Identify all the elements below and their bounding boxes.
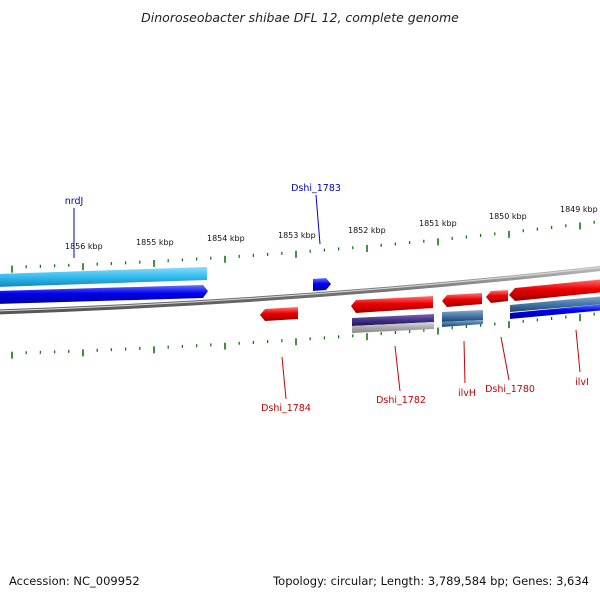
cds-feature-grey[interactable] xyxy=(352,322,434,333)
gene-label-ilvH[interactable]: ilvH xyxy=(458,388,476,399)
gene-arrow-Dshi_1782[interactable] xyxy=(351,296,433,313)
gene-label-Dshi_1783[interactable]: Dshi_1783 xyxy=(291,183,341,194)
gene-arrow-nrdJ[interactable] xyxy=(0,285,208,304)
accession-text: Accession: NC_009952 xyxy=(9,574,140,588)
scale-label: 1849 kbp xyxy=(560,205,598,214)
gene-label-ilvI[interactable]: ilvI xyxy=(575,377,589,388)
outer-scale-ruler xyxy=(11,220,595,273)
scale-label: 1853 kbp xyxy=(278,231,316,240)
label-connector-Dshi_1782 xyxy=(394,345,401,392)
scale-label: 1856 kbp xyxy=(65,242,103,251)
gene-arrow-ilvH[interactable] xyxy=(442,293,482,307)
gene-label-nrdJ[interactable]: nrdJ xyxy=(65,196,84,207)
cds-feature-steel[interactable] xyxy=(442,310,483,322)
cds-feature-steel-thin[interactable] xyxy=(442,320,483,327)
label-connector-Dshi_1780 xyxy=(500,336,510,381)
inner-scale-ruler xyxy=(11,312,595,359)
cds-feature-steel-right[interactable] xyxy=(510,296,600,312)
gene-arrow-Dshi_1780[interactable] xyxy=(486,290,508,303)
genome-backbone xyxy=(0,266,600,315)
label-connector-Dshi_1784 xyxy=(281,356,287,400)
topology-text: Topology: circular; Length: 3,789,584 bp… xyxy=(273,574,589,588)
gene-label-Dshi_1780[interactable]: Dshi_1780 xyxy=(485,384,535,395)
gene-label-Dshi_1784[interactable]: Dshi_1784 xyxy=(261,403,311,414)
cds-feature-blue-right[interactable] xyxy=(510,304,600,319)
label-connector-ilvI xyxy=(575,329,581,373)
map-title: Dinoroseobacter shibae DFL 12, complete … xyxy=(141,10,459,25)
scale-label: 1852 kbp xyxy=(348,226,386,235)
gene-arrow-ilvI[interactable] xyxy=(509,279,600,301)
gene-arrow-Dshi_1784[interactable] xyxy=(260,307,298,321)
gene-arrow-Dshi_1783[interactable] xyxy=(313,278,331,291)
scale-label: 1850 kbp xyxy=(489,212,527,221)
cds-feature-forward[interactable] xyxy=(0,267,207,287)
label-connector-ilvH xyxy=(463,340,466,384)
gene-label-Dshi_1782[interactable]: Dshi_1782 xyxy=(376,395,426,406)
scale-label: 1851 kbp xyxy=(419,219,457,228)
label-connector-Dshi_1783 xyxy=(315,194,321,245)
scale-label: 1854 kbp xyxy=(207,234,245,243)
scale-label: 1855 kbp xyxy=(136,238,174,247)
